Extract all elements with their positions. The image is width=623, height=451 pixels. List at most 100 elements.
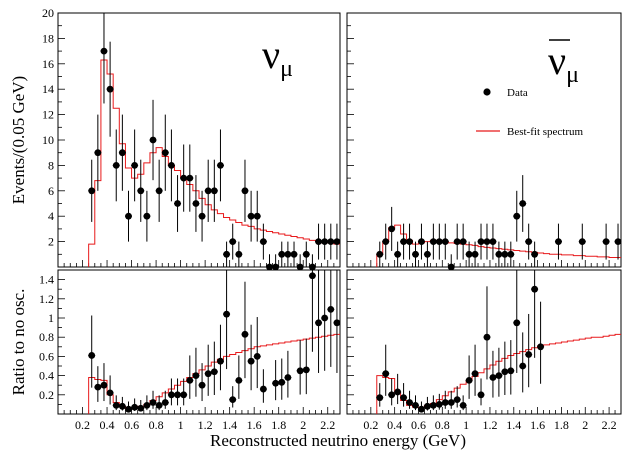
- data-marker: [495, 250, 503, 258]
- data-point: [161, 390, 169, 409]
- data-marker: [302, 250, 310, 258]
- data-marker: [309, 263, 316, 271]
- data-marker: [174, 391, 181, 399]
- data-point: [155, 395, 163, 411]
- x-tick-label: 1: [463, 418, 469, 432]
- data-marker: [217, 357, 224, 365]
- x-tick-label: 1.2: [482, 418, 497, 432]
- data-point: [278, 241, 286, 267]
- y-axis-title-events: Events/(0.05 GeV): [9, 76, 28, 204]
- data-point: [308, 254, 316, 271]
- data-point: [495, 241, 503, 267]
- data-marker: [327, 238, 335, 246]
- data-point: [459, 395, 467, 411]
- panel-bottom-right-frame: [346, 269, 622, 415]
- data-point: [453, 386, 461, 408]
- data-point: [125, 190, 132, 242]
- data-marker: [106, 85, 114, 93]
- data-marker: [537, 343, 544, 351]
- x-tick-label: 1.6: [530, 418, 545, 432]
- x-tick-label: 0.2: [363, 418, 378, 432]
- data-marker: [483, 238, 491, 246]
- data-point: [284, 350, 292, 398]
- data-point: [382, 223, 390, 260]
- data-point: [272, 254, 280, 271]
- data-point: [210, 159, 218, 222]
- data-point: [465, 241, 473, 267]
- data-point: [513, 270, 521, 373]
- data-point: [388, 206, 396, 251]
- y-tick-label: 20: [42, 6, 54, 20]
- data-marker: [118, 149, 126, 157]
- data-point: [471, 344, 479, 396]
- data-point: [333, 223, 341, 260]
- data-marker: [88, 187, 96, 195]
- data-marker: [161, 399, 169, 406]
- y-tick-label: 10: [42, 133, 54, 147]
- data-marker: [266, 263, 273, 271]
- data-marker: [155, 401, 163, 409]
- data-marker: [192, 200, 200, 207]
- data-marker: [388, 225, 396, 233]
- data-marker: [253, 353, 261, 360]
- data-point: [614, 223, 622, 260]
- data-point: [131, 129, 139, 202]
- data-marker: [435, 238, 443, 246]
- data-point: [382, 344, 390, 396]
- data-point: [186, 355, 194, 399]
- data-point: [441, 390, 449, 409]
- data-marker: [388, 391, 396, 399]
- data-marker: [614, 238, 622, 246]
- x-tick-label: 2: [300, 418, 306, 432]
- y-tick-label: 0.2: [39, 388, 54, 402]
- data-point: [278, 358, 286, 400]
- data-marker: [278, 250, 286, 258]
- data-marker: [168, 162, 175, 169]
- data-marker: [155, 187, 163, 195]
- panel-top-left-frame: [57, 12, 341, 268]
- data-marker: [235, 250, 243, 258]
- x-tick-label: 2.2: [602, 418, 617, 432]
- y-tick-label: 1: [48, 311, 54, 325]
- data-point: [167, 129, 175, 202]
- data-point: [477, 223, 485, 260]
- data-point: [447, 390, 455, 409]
- y-tick-label: 2: [48, 235, 54, 249]
- y-tick-label: 1.2: [39, 292, 54, 306]
- data-marker: [471, 370, 479, 378]
- data-point: [602, 223, 610, 260]
- data-marker: [459, 401, 467, 409]
- data-point: [465, 355, 473, 399]
- data-point: [106, 375, 114, 405]
- data-marker: [501, 250, 509, 258]
- data-point: [223, 270, 231, 370]
- data-marker: [204, 187, 212, 195]
- data-point: [253, 317, 261, 389]
- data-marker: [321, 314, 329, 322]
- data-point: [247, 190, 255, 242]
- data-point: [253, 190, 261, 242]
- data-point: [229, 386, 237, 408]
- x-tick-label: 1.4: [506, 418, 521, 432]
- data-point: [284, 241, 292, 267]
- data-marker: [394, 388, 402, 396]
- data-marker: [210, 187, 218, 195]
- data-marker: [447, 263, 455, 271]
- data-point: [412, 241, 419, 267]
- x-tick-label: 2.2: [320, 418, 335, 432]
- data-marker: [192, 372, 200, 379]
- data-point: [525, 223, 533, 260]
- panel-title-numubar: νμ: [548, 38, 579, 88]
- data-point: [198, 190, 206, 242]
- data-point: [519, 332, 527, 393]
- y-tick-label: 18: [42, 31, 54, 45]
- data-point: [429, 223, 437, 260]
- data-marker: [531, 285, 539, 293]
- data-marker: [204, 370, 212, 378]
- data-point: [388, 378, 396, 406]
- data-point: [112, 129, 120, 202]
- data-marker: [143, 212, 151, 220]
- y-tick-label: 8: [48, 158, 54, 172]
- panel-bottom-left-frame: [57, 269, 341, 415]
- data-point: [537, 301, 545, 384]
